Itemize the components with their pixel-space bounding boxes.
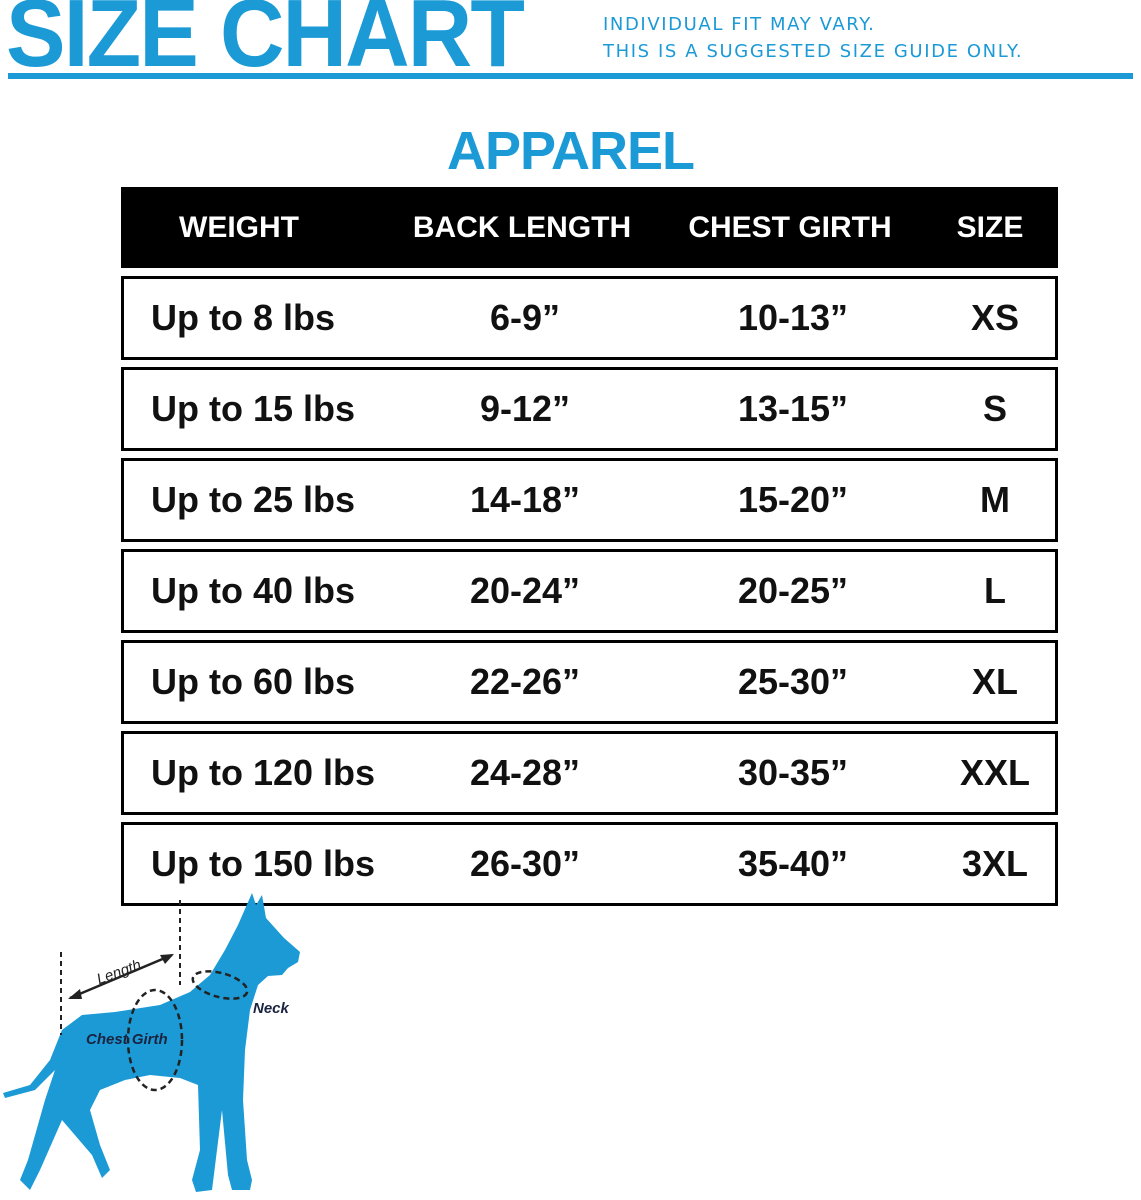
cell-weight: Up to 40 lbs	[151, 570, 356, 611]
section-title: APPAREL	[446, 121, 695, 181]
neck-loop	[191, 970, 249, 1000]
cell-size: 3XL	[961, 843, 1029, 884]
table-row: Up to 120 lbs 24-28” 30-35” XXL	[121, 731, 1058, 815]
cell-back-length: 6-9”	[489, 297, 561, 338]
length-label: Length	[94, 956, 143, 988]
disclaimer-line: INDIVIDUAL FIT MAY VARY.	[603, 14, 876, 35]
cell-back-length: 20-24”	[469, 570, 581, 611]
neck-label: Neck	[253, 1000, 290, 1017]
cell-chest-girth: 35-40”	[737, 843, 849, 884]
cell-back-length: 9-12”	[479, 388, 571, 429]
table-row: Up to 40 lbs 20-24” 20-25” L	[121, 549, 1058, 633]
cell-chest-girth: 13-15”	[737, 388, 849, 429]
column-header-size: SIZE	[956, 210, 1024, 244]
table-header: WEIGHT BACK LENGTH CHEST GIRTH SIZE	[121, 187, 1058, 268]
dog-measurement-diagram: Length Chest Girth Neck	[3, 893, 300, 1192]
column-header-back-length: BACK LENGTH	[412, 210, 632, 244]
cell-back-length: 24-28”	[469, 752, 581, 793]
chest-girth-loop	[126, 988, 184, 1092]
page-title: SIZE CHART	[6, 0, 525, 87]
cell-size: XXL	[959, 752, 1031, 793]
cell-back-length: 22-26”	[469, 661, 581, 702]
length-arrow	[69, 953, 173, 1000]
table-row: Up to 60 lbs 22-26” 25-30” XL	[121, 640, 1058, 724]
cell-size: M	[980, 479, 1010, 520]
cell-weight: Up to 120 lbs	[151, 752, 376, 793]
cell-weight: Up to 25 lbs	[151, 479, 356, 520]
cell-weight: Up to 60 lbs	[151, 661, 356, 702]
cell-size: L	[984, 570, 1006, 611]
cell-back-length: 26-30”	[469, 843, 581, 884]
table-row: Up to 25 lbs 14-18” 15-20” M	[121, 458, 1058, 542]
title-rule	[8, 73, 1133, 79]
cell-chest-girth: 15-20”	[737, 479, 849, 520]
cell-chest-girth: 30-35”	[737, 752, 849, 793]
cell-weight: Up to 8 lbs	[151, 297, 336, 338]
table-row: Up to 150 lbs 26-30” 35-40” 3XL	[121, 822, 1058, 906]
cell-size: S	[982, 388, 1008, 429]
cell-size: XL	[971, 661, 1019, 702]
cell-weight: Up to 150 lbs	[151, 843, 376, 884]
column-header-chest-girth: CHEST GIRTH	[688, 210, 892, 244]
cell-weight: Up to 15 lbs	[151, 388, 356, 429]
table-row: Up to 15 lbs 9-12” 13-15” S	[121, 367, 1058, 451]
disclaimer-line: THIS IS A SUGGESTED SIZE GUIDE ONLY.	[603, 41, 1024, 62]
chest-girth-label: Chest Girth	[86, 1031, 168, 1048]
cell-chest-girth: 20-25”	[737, 570, 849, 611]
disclaimer: INDIVIDUAL FIT MAY VARY. THIS IS A SUGGE…	[603, 11, 1023, 65]
table-row: Up to 8 lbs 6-9” 10-13” XS	[121, 276, 1058, 360]
cell-size: XS	[970, 297, 1020, 338]
dog-silhouette	[3, 893, 300, 1192]
cell-back-length: 14-18”	[469, 479, 581, 520]
cell-chest-girth: 25-30”	[737, 661, 849, 702]
column-header-weight: WEIGHT	[179, 210, 299, 244]
cell-chest-girth: 10-13”	[737, 297, 849, 338]
